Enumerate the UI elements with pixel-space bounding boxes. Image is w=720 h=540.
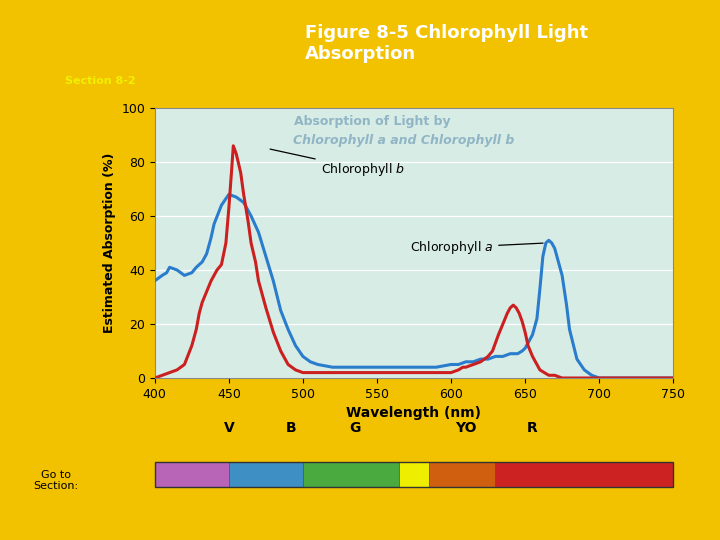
- Text: Chlorophyll $b$: Chlorophyll $b$: [270, 149, 405, 178]
- Text: Go to
Section:: Go to Section:: [33, 470, 78, 491]
- Bar: [229, 462, 303, 487]
- Bar: [429, 462, 495, 487]
- Bar: [155, 462, 229, 487]
- Text: Chlorophyll a and Chlorophyll b: Chlorophyll a and Chlorophyll b: [293, 133, 514, 147]
- Bar: [303, 462, 399, 487]
- Text: YO: YO: [455, 421, 477, 435]
- X-axis label: Wavelength (nm): Wavelength (nm): [346, 406, 482, 420]
- Text: Section 8-2: Section 8-2: [65, 76, 135, 85]
- Bar: [495, 462, 673, 487]
- Text: G: G: [349, 421, 361, 435]
- Text: B: B: [286, 421, 297, 435]
- Text: R: R: [527, 421, 538, 435]
- Bar: [399, 462, 429, 487]
- Text: Chlorophyll $a$: Chlorophyll $a$: [410, 239, 543, 256]
- Text: V: V: [223, 421, 234, 435]
- Text: Figure 8-5 Chlorophyll Light
Absorption: Figure 8-5 Chlorophyll Light Absorption: [305, 24, 588, 63]
- Text: Absorption of Light by: Absorption of Light by: [294, 115, 451, 128]
- Bar: [155, 462, 673, 487]
- Y-axis label: Estimated Absorption (%): Estimated Absorption (%): [103, 153, 116, 333]
